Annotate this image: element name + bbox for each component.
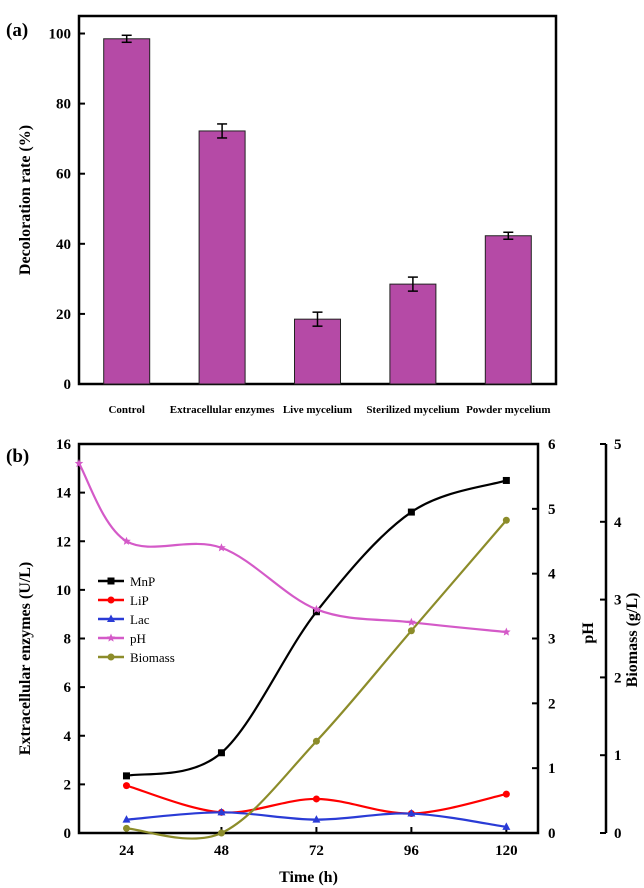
- data-point-ph: [74, 458, 84, 468]
- ph-tick-label: 6: [548, 437, 556, 453]
- data-point-lac: [122, 815, 131, 823]
- x-tick-label: 48: [214, 843, 229, 859]
- biomass-tick-label: 0: [614, 826, 622, 842]
- series-line-mnp: [126, 479, 507, 777]
- data-point-mnp: [122, 772, 130, 780]
- x-tick-label: 72: [309, 843, 324, 859]
- ph-tick-label: 3: [548, 632, 556, 648]
- panel-b-label: (b): [6, 446, 29, 467]
- left-y-tick-label: 6: [64, 680, 72, 696]
- panel-b-left-y-axis-title: Extracellular enzymes (U/L): [17, 562, 34, 755]
- data-point-mnp: [217, 749, 225, 757]
- panel-b-biomass-axis-title: Biomass (g/L): [624, 593, 641, 688]
- data-point-ph: [312, 604, 321, 613]
- data-point-biomass: [312, 737, 320, 745]
- legend-label-lip: LiP: [130, 593, 149, 608]
- biomass-tick-label: 2: [614, 670, 622, 686]
- left-y-tick-label: 8: [64, 632, 72, 648]
- x-tick-label: 24: [119, 843, 135, 859]
- data-point-mnp: [312, 608, 320, 616]
- bar: [103, 38, 151, 385]
- left-y-tick-label: 4: [64, 729, 72, 745]
- data-point-lip: [122, 782, 130, 790]
- data-point-ph: [122, 536, 131, 545]
- data-point-lac: [407, 809, 416, 817]
- data-point-lac: [312, 815, 321, 823]
- ph-tick-label: 2: [548, 696, 556, 712]
- data-point-ph: [217, 543, 226, 552]
- y-tick-label: 60: [56, 167, 71, 183]
- left-y-tick-label: 10: [56, 583, 71, 599]
- legend-label-lac: Lac: [130, 612, 150, 627]
- legend-marker-mnp: [107, 577, 115, 585]
- data-point-biomass: [407, 627, 415, 635]
- biomass-tick-label: 1: [614, 748, 622, 764]
- left-y-tick-label: 12: [56, 534, 71, 550]
- bar: [484, 235, 532, 385]
- category-label: Live mycelium: [283, 404, 352, 416]
- legend-label-biomass: Biomass: [130, 650, 175, 665]
- category-label: Extracellular enzymes: [170, 404, 275, 416]
- panel-a-label: (a): [6, 20, 28, 41]
- biomass-tick-label: 4: [614, 515, 622, 531]
- bar: [198, 130, 246, 385]
- x-tick-label: 120: [495, 843, 518, 859]
- data-point-ph: [502, 627, 511, 636]
- legend: MnP LiP Lac pH Biomass: [98, 574, 175, 665]
- left-y-tick-label: 14: [56, 486, 72, 502]
- y-tick-label: 0: [64, 377, 72, 393]
- ph-tick-label: 0: [548, 826, 556, 842]
- bar: [389, 283, 437, 385]
- legend-marker-biomass: [107, 653, 115, 661]
- ph-tick-label: 4: [548, 567, 556, 583]
- series-line-biomass: [126, 519, 508, 840]
- legend-label-ph: pH: [130, 631, 146, 646]
- bar: [294, 318, 341, 385]
- legend-label-mnp: MnP: [130, 574, 155, 589]
- category-label: Control: [108, 404, 144, 416]
- biomass-tick-label: 3: [614, 593, 622, 609]
- y-tick-label: 40: [56, 237, 71, 253]
- data-point-lac: [217, 807, 226, 816]
- legend-marker-lip: [107, 596, 115, 604]
- line-chart-panel-b: (b) 24 48 72 96 1200246810121416012345601234…: [6, 437, 641, 886]
- left-y-tick-label: 16: [56, 437, 72, 453]
- category-label: Powder mycelium: [466, 404, 550, 416]
- data-point-biomass: [502, 516, 510, 524]
- data-point-mnp: [407, 508, 415, 516]
- left-y-tick-label: 0: [64, 826, 72, 842]
- panel-b-ph-axis-title: pH: [580, 622, 597, 644]
- ph-tick-label: 1: [548, 761, 556, 777]
- left-y-tick-label: 2: [64, 777, 72, 793]
- category-label: Sterilized mycelium: [366, 404, 459, 416]
- bar-chart-panel-a: (a) 0 20 40 60 80 100 Control Extracellular en…: [6, 14, 558, 416]
- biomass-tick-label: 5: [614, 437, 622, 453]
- data-point-ph: [407, 617, 416, 626]
- data-point-lac: [502, 822, 511, 830]
- y-tick-label: 80: [56, 97, 71, 113]
- panel-a-y-axis-title: Decoloration rate (%): [17, 125, 34, 275]
- ph-tick-label: 5: [548, 502, 556, 518]
- y-tick-label: 100: [49, 27, 72, 43]
- data-point-lip: [502, 790, 510, 798]
- legend-marker-ph: [106, 633, 116, 642]
- data-point-biomass: [122, 824, 130, 832]
- data-point-biomass: [217, 829, 225, 837]
- data-point-lip: [312, 795, 320, 803]
- data-point-mnp: [502, 476, 510, 484]
- x-tick-label: 96: [404, 843, 420, 859]
- panel-b-x-axis-title: Time (h): [279, 869, 338, 886]
- y-tick-label: 20: [56, 307, 71, 323]
- legend-marker-lac: [107, 614, 115, 622]
